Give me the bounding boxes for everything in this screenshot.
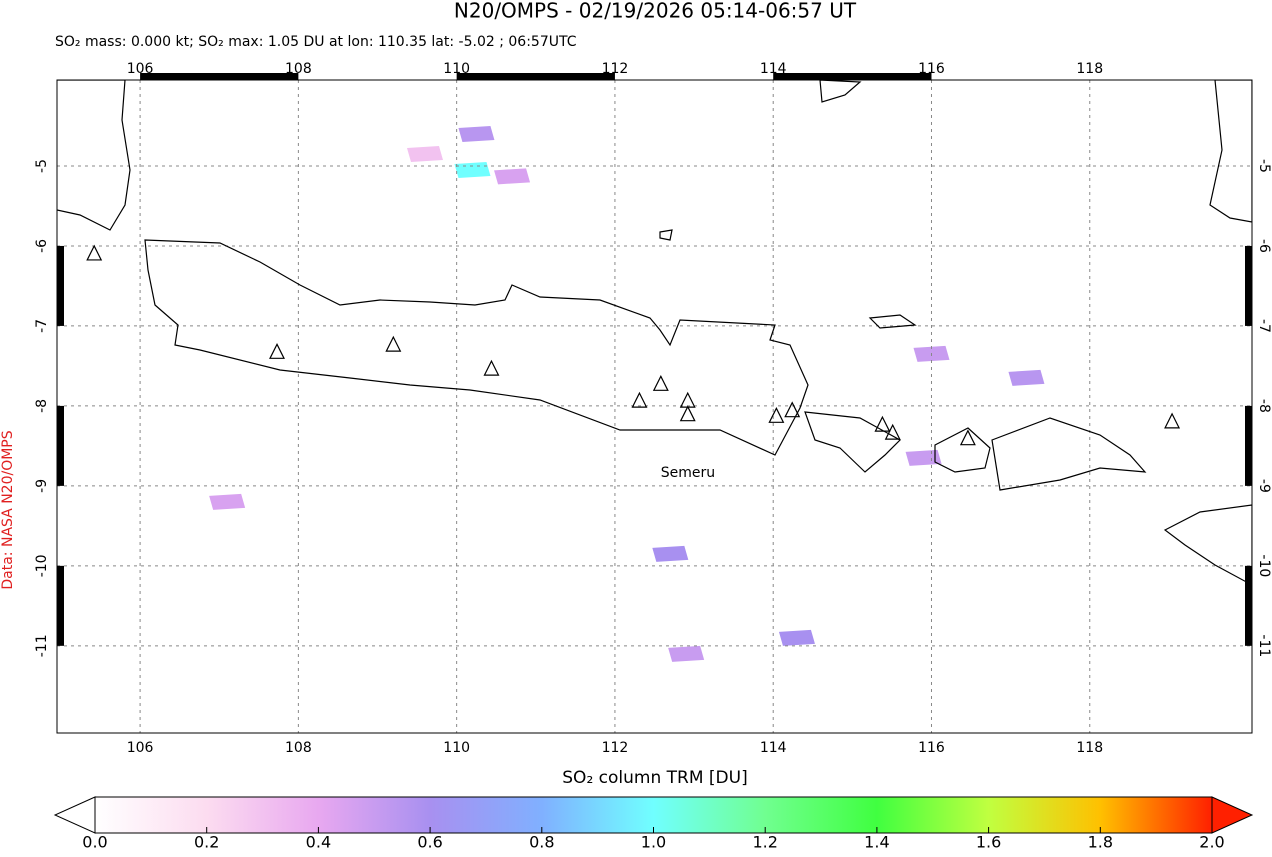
frame-segment bbox=[1245, 245, 1252, 326]
lon-tick-label: 114 bbox=[760, 740, 787, 756]
coastline bbox=[1163, 504, 1252, 586]
volcano-marker bbox=[1164, 412, 1181, 429]
lat-tick-label: -10 bbox=[1256, 554, 1272, 577]
coastline bbox=[57, 80, 131, 231]
lon-tick-label: 118 bbox=[1076, 61, 1103, 77]
lon-tick-label: 118 bbox=[1076, 740, 1103, 756]
colorbar-label: SO₂ column TRM [DU] bbox=[562, 768, 747, 788]
colorbar-tick-label: 0.8 bbox=[529, 833, 554, 852]
colorbar-tick-label: 2.0 bbox=[1199, 833, 1224, 852]
so2-pixel bbox=[1008, 369, 1045, 386]
colorbar-tick-label: 0.6 bbox=[417, 833, 442, 852]
volcano-marker bbox=[631, 391, 648, 408]
coastline bbox=[819, 80, 862, 103]
so2-pixel bbox=[454, 161, 491, 178]
volcano-marker bbox=[959, 429, 976, 446]
lon-tick-label: 112 bbox=[602, 61, 629, 77]
frame-segment bbox=[456, 73, 615, 80]
colorbar-tick-label: 1.8 bbox=[1088, 833, 1113, 852]
title: N20/OMPS - 02/19/2026 05:14-06:57 UT bbox=[454, 0, 857, 23]
lat-tick-label: -7 bbox=[34, 319, 50, 333]
frame-segment bbox=[57, 245, 64, 326]
lon-tick-label: 116 bbox=[918, 61, 945, 77]
graticule bbox=[57, 80, 1252, 733]
so2-pixel bbox=[668, 645, 705, 662]
lon-tick-label: 110 bbox=[443, 740, 470, 756]
lon-tick-label: 106 bbox=[127, 61, 154, 77]
so2-pixel bbox=[458, 125, 495, 142]
subtitle: SO₂ mass: 0.000 kt; SO₂ max: 1.05 DU at … bbox=[55, 34, 577, 50]
credit: Data: NASA N20/OMPS bbox=[0, 430, 16, 589]
lat-tick-label: -5 bbox=[34, 159, 50, 173]
lon-tick-label: 108 bbox=[285, 61, 312, 77]
coastline bbox=[1209, 80, 1252, 223]
map-ticks: 106 106 108 108 110 110 112 112 114 114 116 116 118 1… bbox=[34, 61, 1272, 756]
coastline bbox=[868, 314, 917, 329]
lon-tick-label: 114 bbox=[760, 61, 787, 77]
frame-segment bbox=[57, 565, 64, 646]
coastline bbox=[804, 411, 901, 473]
colorbar-over-arrow bbox=[1211, 796, 1254, 834]
lon-tick-label: 112 bbox=[602, 740, 629, 756]
lat-tick-label: -6 bbox=[1256, 239, 1272, 253]
so2-pixel bbox=[406, 145, 443, 162]
map-area: Semeru bbox=[57, 80, 1252, 733]
so2-pixel bbox=[209, 493, 246, 510]
frame-segment bbox=[1245, 405, 1252, 486]
coastline bbox=[659, 229, 673, 241]
lat-tick-label: -7 bbox=[1256, 319, 1272, 333]
lat-tick-label: -5 bbox=[1256, 159, 1272, 173]
volcano-marker bbox=[874, 415, 891, 432]
colorbar-tick-label: 1.2 bbox=[752, 833, 777, 852]
map-background bbox=[57, 80, 1252, 733]
frame-segment bbox=[57, 405, 64, 486]
map-frame bbox=[57, 73, 1252, 646]
lat-tick-label: -6 bbox=[34, 239, 50, 253]
volcano-marker bbox=[884, 423, 901, 440]
colorbar-tick-label: 1.0 bbox=[641, 833, 666, 852]
volcano-marker bbox=[86, 244, 103, 261]
colorbar: 0.0 0.2 0.4 0.6 0.8 1.0 1.2 1.4 1.6 1.8 2.0 bbox=[53, 796, 1254, 852]
coastline bbox=[991, 417, 1147, 491]
lat-tick-label: -11 bbox=[1256, 634, 1272, 657]
volcanoes bbox=[86, 244, 1181, 446]
lon-tick-label: 106 bbox=[127, 740, 154, 756]
lat-tick-label: -8 bbox=[34, 399, 50, 413]
lat-tick-label: -9 bbox=[34, 479, 50, 493]
lon-tick-label: 110 bbox=[443, 61, 470, 77]
colorbar-tick-label: 0.4 bbox=[306, 833, 331, 852]
so2-pixel bbox=[494, 168, 531, 185]
so2-pixel bbox=[905, 449, 942, 466]
volcano-marker bbox=[679, 405, 696, 422]
colorbar-under-arrow bbox=[53, 796, 96, 834]
lat-tick-label: -9 bbox=[1256, 479, 1272, 493]
frame-segment bbox=[773, 73, 932, 80]
coastline bbox=[934, 427, 991, 473]
volcano-marker bbox=[483, 359, 500, 376]
volcano-marker bbox=[784, 401, 801, 418]
volcano-marker bbox=[652, 374, 669, 391]
colorbar-tick-label: 0.0 bbox=[82, 833, 107, 852]
so2-pixel bbox=[778, 629, 815, 646]
coastlines bbox=[57, 80, 1252, 586]
volcano-marker bbox=[269, 342, 285, 359]
lon-tick-label: 108 bbox=[285, 740, 312, 756]
coastline bbox=[144, 239, 809, 456]
volcano-label: Semeru bbox=[661, 465, 715, 481]
colorbar-tick-label: 1.6 bbox=[976, 833, 1001, 852]
colorbar-tick-label: 0.2 bbox=[194, 833, 219, 852]
lat-tick-label: -8 bbox=[1256, 399, 1272, 413]
so2-pixel bbox=[652, 545, 689, 562]
volcano-marker bbox=[768, 406, 785, 423]
lon-tick-label: 116 bbox=[918, 740, 945, 756]
lat-tick-label: -11 bbox=[34, 634, 50, 657]
lat-tick-label: -10 bbox=[34, 554, 50, 577]
frame-segment bbox=[140, 73, 299, 80]
volcano-marker bbox=[385, 335, 402, 352]
frame-segment bbox=[1245, 565, 1252, 646]
colorbar-tick-label: 1.4 bbox=[864, 833, 889, 852]
